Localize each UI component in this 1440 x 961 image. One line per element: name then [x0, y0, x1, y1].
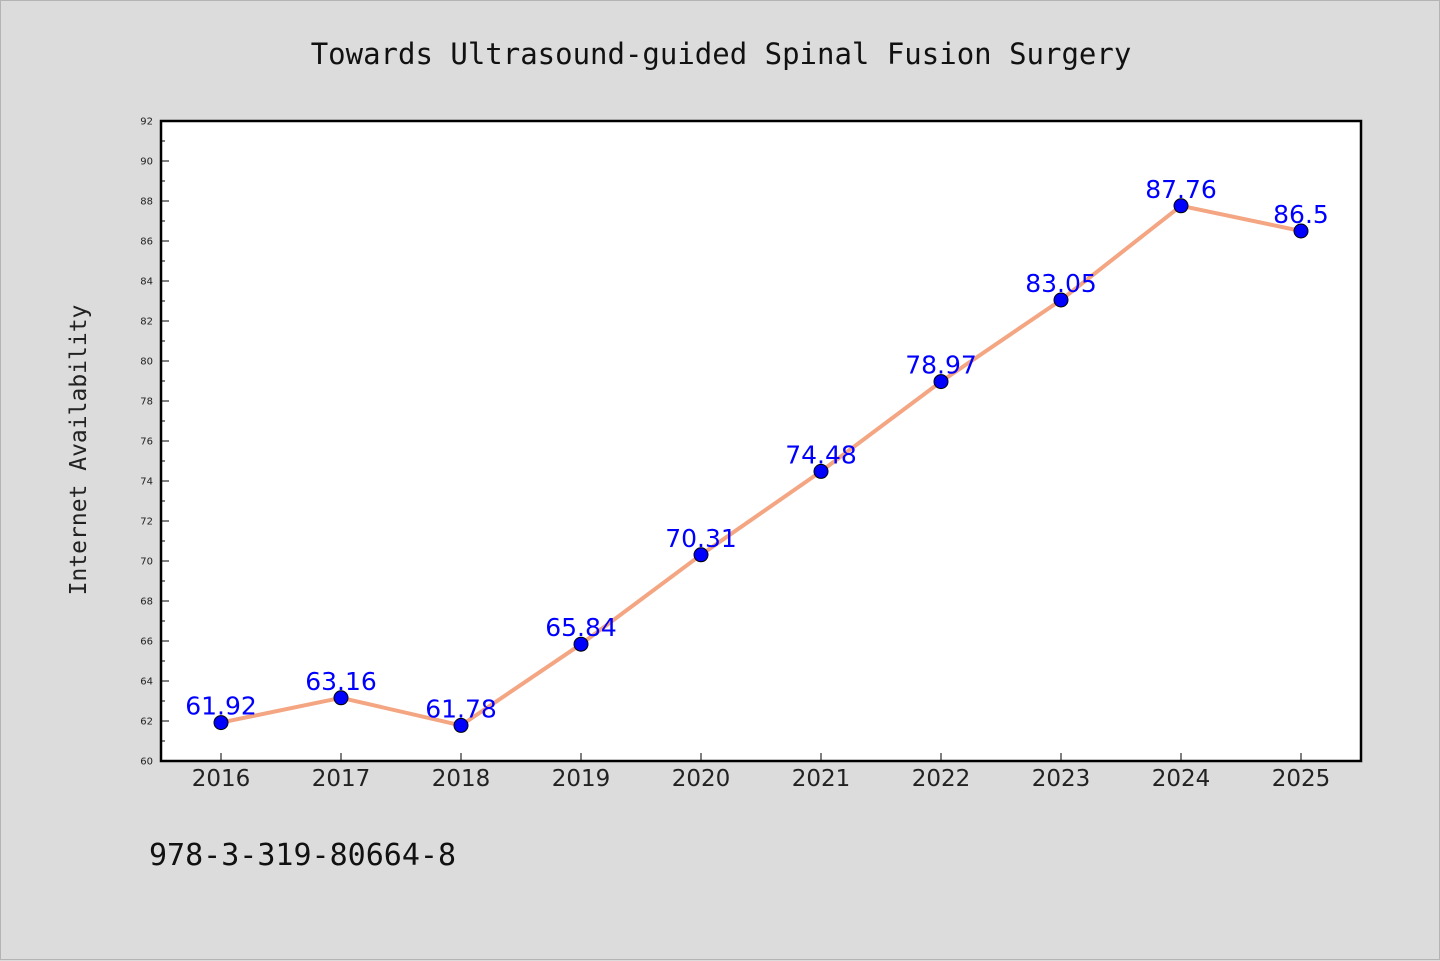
- data-point-label: 74.48: [785, 440, 857, 469]
- data-point-label: 87.76: [1145, 175, 1217, 204]
- data-point-label: 86.5: [1273, 200, 1329, 229]
- y-tick-label: 68: [140, 597, 153, 608]
- data-point-label: 65.84: [545, 613, 617, 642]
- x-tick-label: 2021: [792, 766, 851, 792]
- data-point-marker: [1173, 198, 1189, 214]
- x-tick-label: 2023: [1032, 766, 1091, 792]
- y-tick-label: 60: [140, 757, 153, 768]
- data-point-label: 61.78: [425, 694, 497, 723]
- y-tick-label: 78: [140, 397, 153, 408]
- chart-title: Towards Ultrasound-guided Spinal Fusion …: [311, 37, 1132, 71]
- x-tick-label: 2016: [192, 766, 251, 792]
- x-tick-label: 2020: [672, 766, 731, 792]
- plot-area: [161, 121, 1361, 761]
- x-tick-label: 2018: [432, 766, 491, 792]
- x-tick-label: 2025: [1272, 766, 1331, 792]
- y-tick-label: 82: [140, 317, 153, 328]
- y-axis-label: Internet Availability: [66, 305, 92, 596]
- data-point-label: 83.05: [1025, 269, 1097, 298]
- data-point-marker: [693, 547, 709, 563]
- data-point-marker: [333, 690, 349, 706]
- data-point-label: 63.16: [305, 667, 377, 696]
- y-tick-label: 70: [140, 557, 153, 568]
- data-markers: [213, 198, 1309, 733]
- y-tick-label: 92: [140, 117, 153, 128]
- x-tick-label: 2019: [552, 766, 611, 792]
- data-point-marker: [213, 715, 229, 731]
- y-tick-label: 76: [140, 437, 153, 448]
- y-tick-label: 64: [140, 677, 153, 688]
- x-tick-label: 2024: [1152, 766, 1211, 792]
- y-tick-label: 74: [140, 477, 153, 488]
- data-point-marker: [453, 717, 469, 733]
- data-point-label: 78.97: [905, 351, 977, 380]
- x-tick-label: 2017: [312, 766, 371, 792]
- data-point-marker: [933, 374, 949, 390]
- y-tick-label: 84: [140, 277, 153, 288]
- series-line: [219, 203, 1303, 728]
- y-tick-label: 86: [140, 237, 153, 248]
- data-point-marker: [813, 463, 829, 479]
- data-point-marker: [573, 636, 589, 652]
- plot-border: [159, 119, 1363, 763]
- series-line-layer: [219, 203, 1303, 728]
- data-point-label: 70.31: [665, 524, 737, 553]
- data-point-marker: [1053, 292, 1069, 308]
- y-tick-label: 72: [140, 517, 153, 528]
- y-tick-label: 66: [140, 637, 153, 648]
- data-point-label: 61.92: [185, 692, 257, 721]
- y-tick-label: 88: [140, 197, 153, 208]
- x-axis: 2016 2017 2018 2019 2020 2021 2022 2023 2024 2025: [192, 753, 1331, 792]
- y-tick-label: 80: [140, 357, 153, 368]
- y-tick-label: 90: [140, 157, 153, 168]
- data-labels: 61.92 63.16 61.78 65.84 70.31 74.48 78.97 83.05…: [185, 175, 1329, 724]
- y-tick-label: 62: [140, 717, 153, 728]
- x-tick-label: 2022: [912, 766, 971, 792]
- data-point-marker: [1293, 223, 1309, 239]
- isbn-footer: 978-3-319-80664-8: [149, 838, 456, 873]
